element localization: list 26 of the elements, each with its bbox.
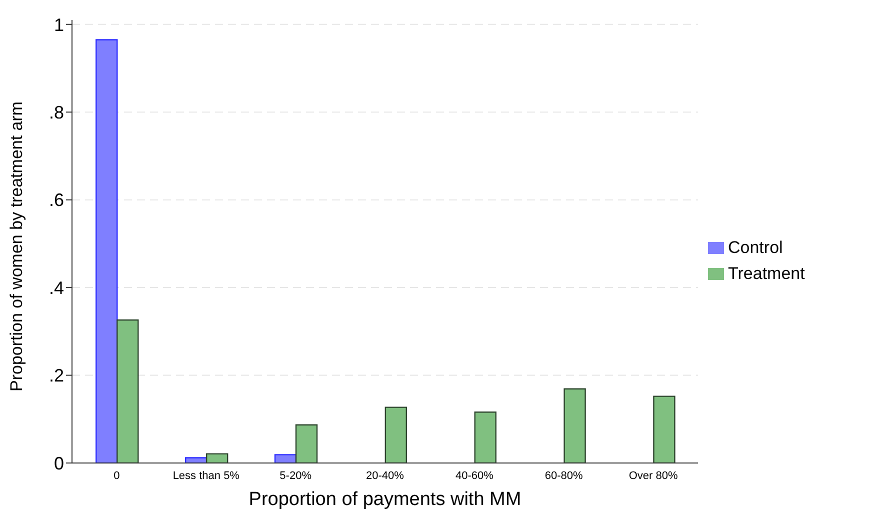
x-tick-label: 20-40% bbox=[366, 470, 404, 482]
bar bbox=[96, 39, 118, 463]
bar bbox=[274, 454, 297, 463]
y-tick-label: .2 bbox=[48, 366, 64, 386]
x-tick-label: 40-60% bbox=[455, 470, 494, 482]
x-tick-label: 60-80% bbox=[544, 470, 584, 482]
x-tick-label: Over 80% bbox=[628, 470, 678, 482]
bar bbox=[384, 406, 408, 463]
y-tick-label: 1 bbox=[54, 14, 64, 35]
x-tick-label: 5-20% bbox=[280, 470, 312, 482]
legend-label: Control bbox=[728, 238, 783, 256]
bar bbox=[295, 424, 318, 463]
x-axis-title: Proportion of payments with MM bbox=[248, 489, 522, 510]
y-tick-label: .8 bbox=[48, 102, 64, 122]
x-tick-label: Less than 5% bbox=[172, 470, 240, 482]
y-axis-title: Proportion of women by treatment arm bbox=[7, 101, 26, 392]
bar bbox=[653, 396, 676, 463]
x-tick-label: 0 bbox=[114, 470, 120, 482]
bar bbox=[564, 388, 586, 463]
bar bbox=[116, 319, 139, 463]
bar bbox=[206, 453, 228, 463]
bar bbox=[474, 412, 496, 463]
y-tick-label: .6 bbox=[48, 190, 64, 210]
legend-label: Treatment bbox=[728, 264, 805, 282]
bar bbox=[184, 457, 208, 463]
y-tick-label: .4 bbox=[48, 278, 64, 298]
